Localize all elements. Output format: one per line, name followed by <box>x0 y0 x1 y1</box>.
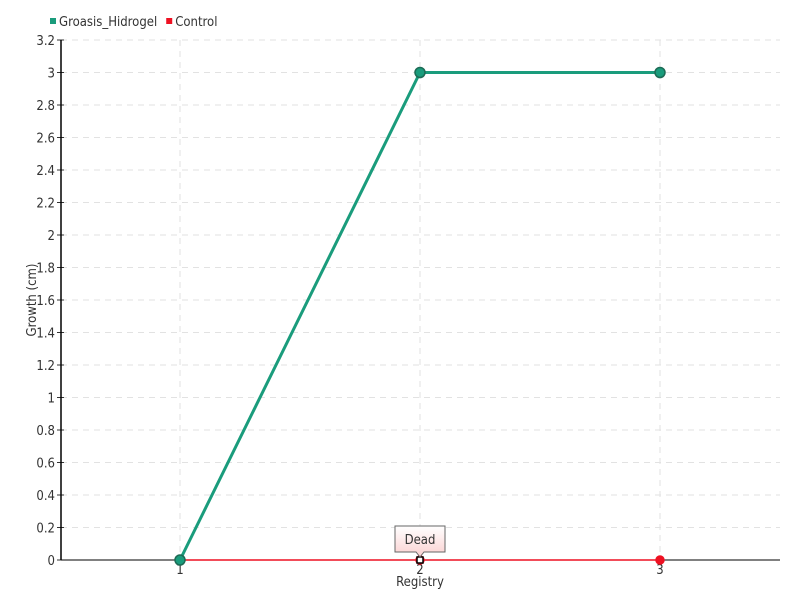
y-tick-label: 1 <box>48 392 55 407</box>
y-tick-label: 1.8 <box>36 262 55 277</box>
y-tick-label: 0 <box>48 554 55 569</box>
legend-label: Groasis_Hidrogel <box>59 15 157 30</box>
y-tick-label: 0.8 <box>36 424 55 439</box>
x-tick-label: 3 <box>656 563 663 578</box>
y-tick-label: 0.6 <box>36 457 55 472</box>
y-tick-label: 0.2 <box>36 522 55 537</box>
legend-swatch <box>166 18 173 24</box>
annotation-marker <box>416 556 424 564</box>
y-tick-label: 2.8 <box>36 99 55 114</box>
annotation-label: Dead <box>405 533 436 548</box>
data-point <box>174 554 186 566</box>
data-point <box>655 555 665 565</box>
y-tick-label: 1.4 <box>36 327 55 342</box>
y-tick-label: 2.4 <box>36 164 55 179</box>
annotation-box <box>394 525 446 558</box>
y-tick-label: 3 <box>48 67 55 82</box>
y-axis-label: Growth (cm) <box>25 264 40 337</box>
y-tick-label: 2.2 <box>36 197 55 212</box>
x-tick-label: 2 <box>416 563 423 578</box>
y-tick-label: 1.2 <box>36 359 55 374</box>
y-tick-label: 2 <box>48 229 55 244</box>
data-point <box>654 66 666 79</box>
legend-swatch <box>50 18 56 24</box>
y-tick-label: 3.2 <box>36 34 55 49</box>
y-tick-label: 1.6 <box>36 294 55 309</box>
y-tick-label: 0.4 <box>36 489 55 504</box>
x-axis-label: Registry <box>396 575 444 590</box>
x-tick-label: 1 <box>176 563 183 578</box>
legend-label: Control <box>175 15 217 30</box>
data-point <box>414 66 426 79</box>
y-tick-label: 2.6 <box>36 132 55 147</box>
